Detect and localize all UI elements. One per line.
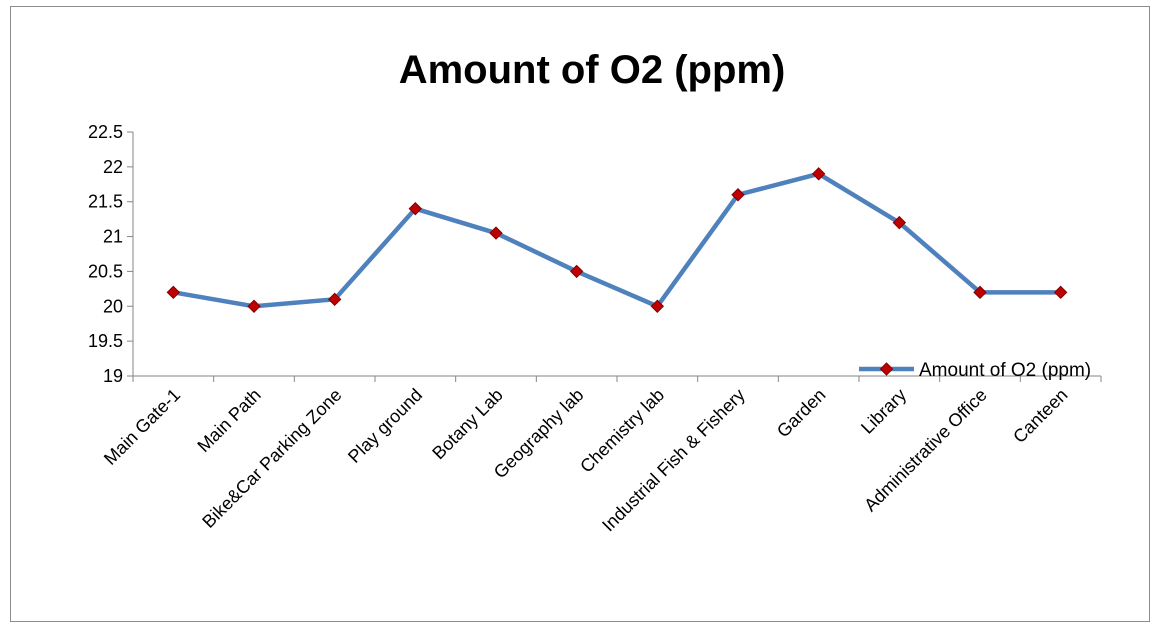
data-point-marker bbox=[1053, 285, 1068, 300]
y-tick-label: 22.5 bbox=[88, 122, 123, 142]
x-tick-label: Main Gate-1 bbox=[100, 385, 184, 469]
y-tick-label: 19 bbox=[103, 366, 123, 386]
y-tick-label: 20.5 bbox=[88, 261, 123, 281]
legend-label: Amount of O2 (ppm) bbox=[919, 360, 1091, 381]
data-point-marker bbox=[247, 299, 261, 313]
x-tick-label: Botany Lab bbox=[428, 385, 507, 464]
x-tick-label: Bike&Car Parking Zone bbox=[198, 385, 345, 532]
series-group bbox=[166, 167, 1068, 313]
legend-marker-diamond bbox=[879, 362, 894, 376]
y-tick-label: 21 bbox=[103, 227, 123, 247]
x-tick-label: Main Path bbox=[193, 385, 264, 456]
data-point-marker bbox=[489, 226, 503, 240]
chart-frame: Amount of O2 (ppm) 19 19.5 20 20.5 21 21.5 22 2… bbox=[10, 6, 1150, 622]
y-tick-label: 21.5 bbox=[88, 192, 123, 212]
x-tick-label: Garden bbox=[773, 385, 830, 442]
data-point-marker bbox=[973, 285, 987, 300]
x-tick-label: Play ground bbox=[344, 385, 426, 467]
legend: Amount of O2 (ppm) bbox=[859, 360, 1091, 381]
y-tick-label: 19.5 bbox=[88, 331, 123, 351]
x-tick-label: Canteen bbox=[1009, 385, 1071, 447]
y-tick-label: 22 bbox=[103, 157, 123, 177]
x-tick-label: Library bbox=[857, 385, 910, 438]
series-line bbox=[171, 171, 1063, 309]
line-chart: Amount of O2 (ppm) 19 19.5 20 20.5 21 21.5 22 2… bbox=[88, 48, 1102, 536]
x-tick-label: Industrial Fish & Fishery bbox=[598, 385, 749, 536]
y-tick-label: 20 bbox=[103, 296, 123, 316]
y-axis: 19 19.5 20 20.5 21 21.5 22 22.5 bbox=[88, 122, 134, 386]
data-point-marker bbox=[327, 292, 342, 307]
data-point-marker bbox=[166, 285, 181, 300]
x-tick-label: Chemistry lab bbox=[576, 385, 668, 477]
data-point-marker bbox=[650, 299, 665, 313]
data-point-marker bbox=[811, 167, 826, 181]
chart-title: Amount of O2 (ppm) bbox=[399, 48, 786, 92]
data-point-marker bbox=[408, 201, 423, 216]
data-point-marker bbox=[892, 215, 907, 230]
data-point-marker bbox=[569, 264, 584, 279]
data-point-marker bbox=[731, 188, 745, 202]
